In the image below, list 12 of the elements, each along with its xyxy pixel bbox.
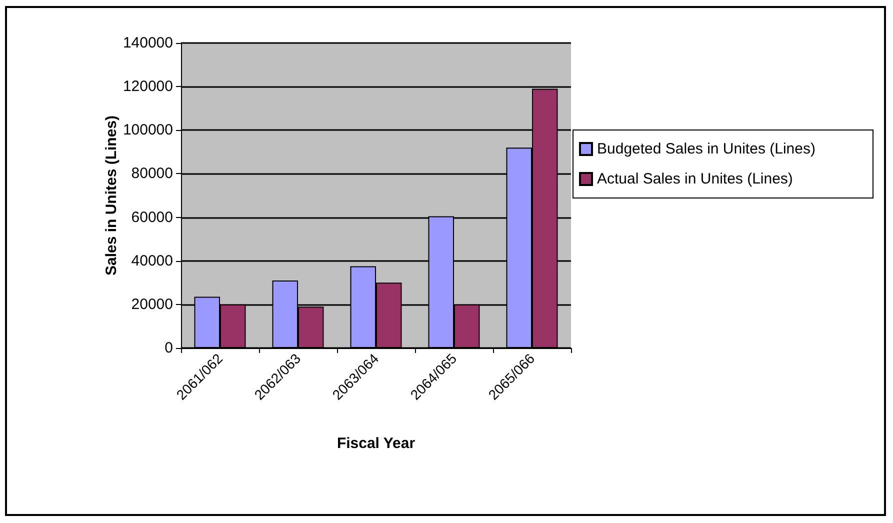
y-tick-label: 20000 xyxy=(131,296,173,313)
legend-label: Actual Sales in Unites (Lines) xyxy=(597,170,793,188)
y-tick-label: 80000 xyxy=(131,165,173,182)
y-tick-label: 120000 xyxy=(122,78,173,96)
y-tick-label: 60000 xyxy=(131,208,173,226)
y-axis-title: Sales in Unites (Lines) xyxy=(103,115,120,276)
legend-label: Budgeted Sales in Unites (Lines) xyxy=(597,140,816,158)
y-tick-label: 140000 xyxy=(122,34,173,52)
y-tick-label: 100000 xyxy=(122,122,173,139)
x-axis-title: Fiscal Year xyxy=(336,435,416,452)
y-tick-label: 0 xyxy=(164,340,173,356)
y-tick-label: 40000 xyxy=(131,252,173,270)
